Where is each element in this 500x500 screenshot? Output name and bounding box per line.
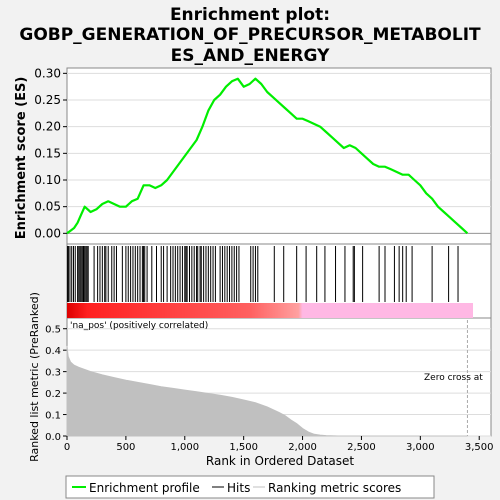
es-tick-label: 0.20 (34, 120, 61, 134)
metric-axis-label: Ranked list metric (PreRanked) (28, 292, 41, 462)
x-tick-label: 1,500 (229, 442, 258, 453)
x-tick-label: 3,500 (465, 442, 494, 453)
chart-title-line-1: Enrichment plot: (170, 5, 330, 25)
enrichment-profile-line (66, 77, 469, 235)
es-tick-label: 0.00 (34, 226, 61, 240)
metric-y-ticks: 0.0 0.1 0.2 0.3 0.4 0.5 (45, 325, 67, 443)
metric-tick-label: 0.5 (45, 325, 61, 336)
x-tick-label: 2,500 (347, 442, 376, 453)
x-tick-label: 500 (116, 442, 135, 453)
x-tick-label: 3,000 (406, 442, 435, 453)
metric-tick-label: 0.4 (45, 346, 61, 357)
metric-tick-label: 0.2 (45, 389, 61, 400)
zero-cross-label: Zero cross at (424, 373, 483, 383)
metric-tick-label: 0.3 (45, 368, 61, 379)
es-tick-label: 0.05 (34, 200, 61, 214)
es-tick-label: 0.15 (34, 146, 61, 160)
legend-box (65, 475, 435, 499)
es-axis-label: Enrichment score (ES) (14, 77, 29, 240)
positive-correlation-label: 'na_pos' (positively correlated) (70, 321, 208, 331)
x-ticks: 0 500 1,000 1,500 2,000 2,500 3,000 3,500 (64, 436, 494, 453)
es-tick-label: 0.30 (34, 66, 61, 80)
x-tick-label: 0 (64, 442, 70, 453)
x-axis-label: Rank in Ordered Dataset (206, 454, 354, 468)
chart-title-line-2: GOBP_GENERATION_OF_PRECURSOR_METABOLIT (19, 25, 481, 45)
es-panel (66, 67, 492, 245)
ranking-metric-fill (66, 345, 468, 437)
ranked-list-heatmap (67, 303, 473, 318)
enrichment-profile-path (66, 77, 469, 235)
chart-title-line-3: ES_AND_ENERGY (171, 46, 330, 66)
legend-hits-label: Hits (227, 481, 250, 495)
metric-tick-label: 0.1 (45, 411, 61, 422)
legend-enrichment-label: Enrichment profile (89, 481, 200, 495)
hit-markers (67, 246, 459, 302)
legend-metric-label: Ranking metric scores (268, 481, 401, 495)
es-y-ticks: 0.00 0.05 0.10 0.15 0.20 0.25 0.30 (34, 66, 67, 240)
x-tick-label: 1,000 (170, 442, 199, 453)
es-tick-label: 0.10 (34, 173, 61, 187)
ranking-metric-area (66, 345, 468, 437)
es-tick-label: 0.25 (34, 93, 61, 107)
es-gridlines (67, 72, 491, 234)
x-tick-label: 2,000 (288, 442, 317, 453)
metric-tick-label: 0.0 (45, 432, 61, 443)
